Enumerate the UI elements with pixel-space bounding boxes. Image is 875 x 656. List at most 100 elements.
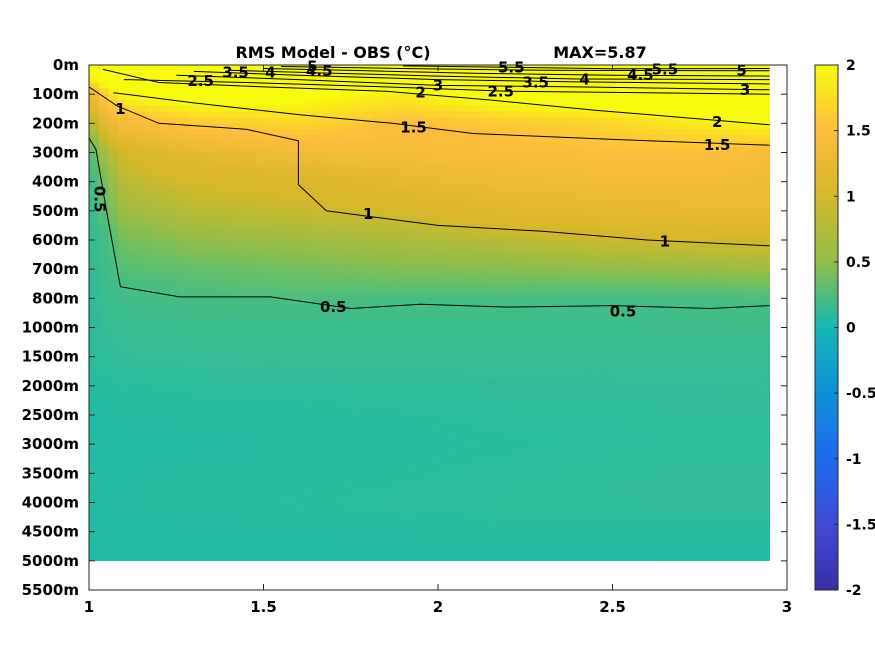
field-cell (400, 473, 411, 480)
field-cell (137, 228, 148, 235)
field-cell (351, 432, 362, 439)
field-cell (380, 164, 391, 171)
field-cell (147, 403, 158, 410)
field-cell (370, 164, 382, 171)
field-cell (429, 170, 440, 177)
field-cell (312, 152, 323, 159)
field-cell (89, 117, 100, 124)
field-cell (108, 374, 119, 381)
field-cell (390, 105, 401, 113)
field-cell (584, 275, 596, 282)
field-cell (400, 129, 411, 136)
field-cell (137, 210, 148, 218)
field-cell (711, 82, 722, 89)
field-cell (89, 257, 100, 264)
field-cell (370, 117, 382, 124)
field-cell (439, 140, 450, 148)
field-cell (633, 450, 644, 457)
field-cell (254, 409, 265, 416)
field-cell (672, 275, 683, 282)
field-cell (662, 205, 673, 212)
field-cell (225, 450, 236, 457)
field-cell (623, 426, 635, 434)
field-cell (623, 286, 635, 294)
field-cell (89, 350, 100, 358)
field-cell (264, 257, 275, 264)
field-cell (759, 403, 770, 410)
field-cell (176, 228, 187, 235)
field-cell (98, 170, 110, 177)
field-cell (652, 263, 664, 270)
field-cell (555, 467, 566, 474)
field-cell (244, 432, 255, 439)
field-cell (526, 65, 537, 72)
field-cell (682, 117, 693, 124)
field-cell (215, 310, 226, 317)
field-cell (662, 158, 673, 165)
field-cell (98, 327, 110, 334)
field-cell (186, 257, 197, 264)
field-cell (507, 432, 518, 439)
field-cell (604, 374, 615, 381)
field-cell (691, 181, 703, 189)
field-cell (205, 164, 216, 171)
field-cell (507, 140, 518, 148)
field-cell (507, 438, 518, 445)
field-cell (264, 385, 275, 393)
field-cell (691, 228, 703, 235)
heatmap-field (89, 65, 770, 561)
field-cell (176, 100, 187, 107)
field-cell (536, 450, 547, 457)
field-cell (332, 123, 343, 130)
field-cell (458, 228, 469, 235)
field-cell (419, 362, 430, 369)
field-cell (273, 65, 285, 72)
field-cell (594, 450, 605, 457)
field-cell (458, 158, 469, 165)
field-cell (283, 426, 294, 434)
field-cell (662, 228, 673, 235)
field-cell (322, 216, 333, 224)
field-cell (711, 304, 722, 311)
field-cell (254, 88, 265, 95)
field-cell (225, 362, 236, 369)
field-cell (429, 397, 440, 404)
field-cell (322, 409, 333, 416)
field-cell (468, 263, 479, 270)
field-cell (497, 315, 508, 323)
field-cell (195, 222, 207, 229)
field-cell (273, 199, 285, 206)
field-cell (137, 438, 148, 445)
field-cell (526, 152, 537, 159)
field-cell (409, 152, 421, 159)
field-cell (477, 280, 489, 288)
field-cell (195, 321, 207, 329)
field-cell (157, 199, 168, 206)
field-cell (98, 216, 110, 224)
field-cell (195, 158, 207, 165)
field-cell (477, 245, 489, 253)
field-cell (312, 94, 323, 101)
field-cell (759, 315, 770, 323)
field-cell (555, 415, 566, 422)
field-cell (234, 193, 246, 200)
field-cell (643, 467, 654, 474)
field-cell (730, 286, 741, 294)
field-cell (147, 216, 158, 224)
field-cell (604, 345, 615, 352)
field-cell (293, 105, 304, 113)
field-cell (507, 362, 518, 369)
field-cell (176, 409, 187, 416)
field-cell (487, 380, 498, 387)
field-cell (127, 356, 139, 364)
field-cell (215, 187, 226, 194)
field-cell (623, 315, 635, 323)
field-cell (594, 473, 605, 480)
field-cell (98, 426, 110, 434)
field-cell (458, 304, 469, 311)
field-cell (370, 123, 382, 130)
field-cell (594, 105, 605, 113)
field-cell (652, 245, 664, 253)
field-cell (575, 269, 586, 276)
field-cell (439, 368, 450, 375)
